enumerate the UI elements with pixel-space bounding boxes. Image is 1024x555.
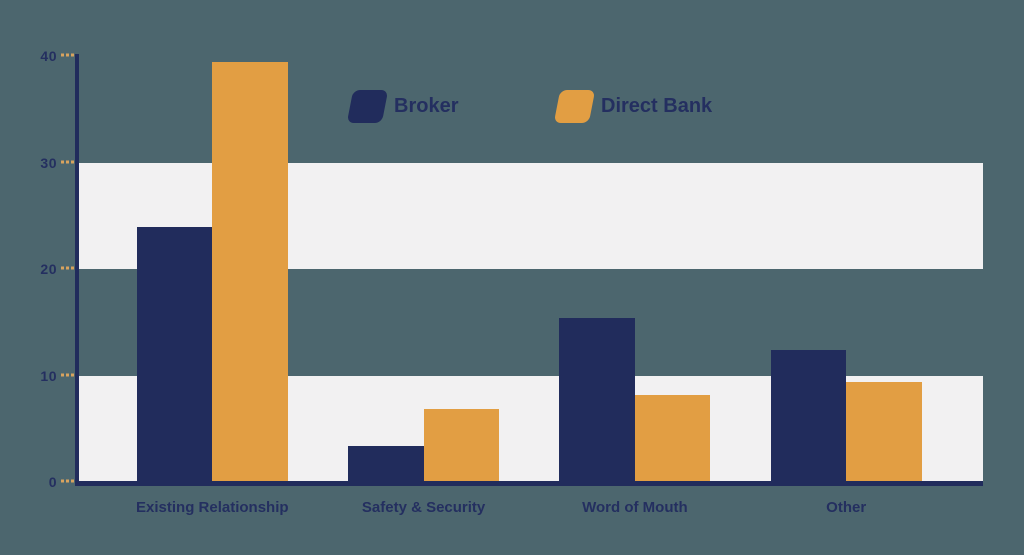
x-axis-line [75, 481, 983, 486]
legend-label-broker: Broker [394, 95, 459, 117]
bar-direct-bank-word-of-mouth [634, 394, 711, 482]
bar-broker-other [770, 349, 847, 482]
bar-broker-word-of-mouth [559, 317, 635, 482]
legend-swatch-direct-bank-icon [553, 90, 596, 123]
bar-direct-bank-safety-security [423, 408, 500, 482]
bar-broker-safety-security [348, 445, 424, 482]
y-tick-label-30: 30 [40, 154, 57, 171]
y-tick-20 [61, 266, 76, 270]
bar-direct-bank-other [846, 381, 922, 482]
y-tick-10 [61, 373, 76, 376]
bar-broker-existing-relationship [136, 227, 213, 482]
bar-direct-bank-existing-relationship [212, 62, 288, 482]
category-label-other: Other [826, 499, 867, 516]
y-tick-label-10: 10 [40, 367, 57, 384]
y-axis-line [75, 54, 79, 486]
legend-swatch-broker-icon [346, 90, 389, 123]
y-tick-label-40: 40 [40, 48, 57, 64]
y-tick-30 [61, 160, 76, 163]
category-label-word-of-mouth: Word of Mouth [582, 499, 688, 516]
category-label-safety-security: Safety & Security [361, 499, 486, 516]
legend-label-direct-bank: Direct Bank [601, 95, 713, 117]
y-tick-40 [61, 53, 76, 57]
legend-item-direct-bank: Direct Bank [553, 90, 713, 123]
legend-item-broker: Broker [346, 90, 459, 123]
y-tick-label-0: 0 [48, 474, 57, 490]
y-tick-0 [61, 479, 76, 483]
category-label-existing-relationship: Existing Relationship [136, 499, 289, 516]
y-tick-label-20: 20 [40, 261, 57, 277]
